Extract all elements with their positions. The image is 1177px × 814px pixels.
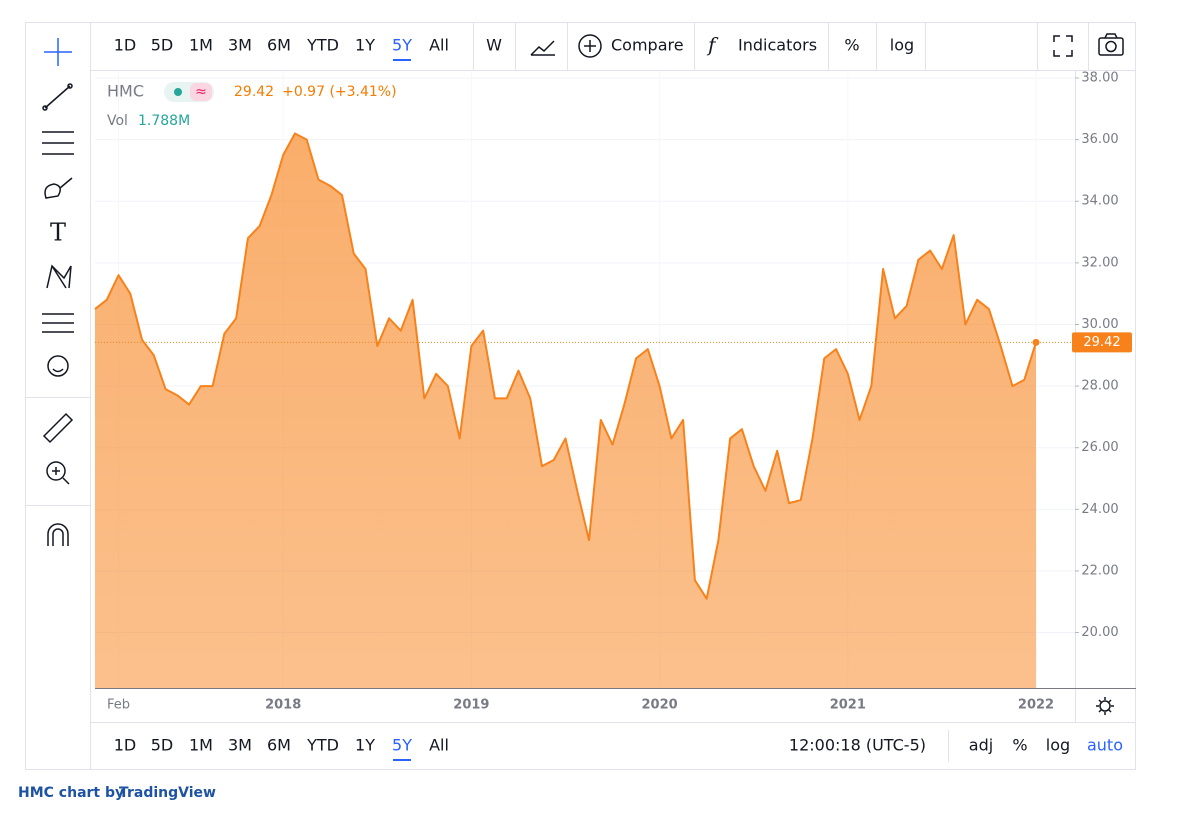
timeframe-button[interactable]: 3M <box>228 36 252 55</box>
plot <box>94 70 1075 688</box>
timeframe-button[interactable]: 1M <box>189 36 213 55</box>
fullscreen-button[interactable] <box>1053 35 1073 57</box>
active-underline <box>393 59 411 61</box>
timeframe-button[interactable]: 1Y <box>355 736 375 755</box>
timeframe-button[interactable]: 6M <box>267 736 291 755</box>
percent-toggle[interactable]: % <box>1012 736 1027 755</box>
timeframe-button[interactable]: 5Y <box>392 736 412 755</box>
prediction-tool[interactable] <box>42 313 74 333</box>
settings-button[interactable] <box>1096 697 1114 715</box>
timeframe-button[interactable]: 5D <box>151 736 174 755</box>
x-tick-label: 2020 <box>642 698 678 713</box>
x-tick-label: 2019 <box>453 698 489 713</box>
status-dot <box>174 88 182 96</box>
snapshot-button[interactable] <box>1098 33 1124 56</box>
timeframe-button[interactable]: 3M <box>228 736 252 755</box>
interval-button[interactable]: W <box>486 36 502 55</box>
delay-badge <box>190 83 212 101</box>
x-tick-label: 2021 <box>830 698 866 713</box>
drawing-toolbar: T <box>25 22 91 770</box>
y-tick-label: 26.00 <box>1081 440 1118 455</box>
log-toggle[interactable]: log <box>1046 736 1070 755</box>
fib-tool[interactable] <box>42 131 74 155</box>
magnet-tool[interactable] <box>47 523 69 546</box>
volume-label: Vol <box>107 113 128 129</box>
y-tick-label: 24.00 <box>1081 502 1118 517</box>
y-tick-label: 30.00 <box>1081 317 1118 332</box>
crosshair-tool[interactable] <box>44 38 72 66</box>
x-tick-label: 2018 <box>265 698 301 713</box>
indicators-button[interactable]: Indicators <box>738 36 817 55</box>
timeframe-button[interactable]: 5Y <box>392 36 412 55</box>
text-tool[interactable]: T <box>50 219 66 247</box>
last-point <box>1032 338 1040 346</box>
x-tick-label: 2022 <box>1018 698 1054 713</box>
compare-icon <box>578 34 602 58</box>
timeframe-button[interactable]: All <box>429 736 449 755</box>
zoom-tool[interactable] <box>46 461 70 485</box>
timeframe-button[interactable]: 1Y <box>355 36 375 55</box>
y-tick-label: 28.00 <box>1081 379 1118 394</box>
timeframe-button[interactable]: 1D <box>114 736 137 755</box>
active-underline <box>393 759 411 761</box>
symbol: HMC <box>107 82 144 101</box>
timeframe-button[interactable]: 1D <box>114 36 137 55</box>
chart-style-button[interactable] <box>530 40 555 56</box>
percent-button[interactable]: % <box>844 36 859 55</box>
y-tick-label: 32.00 <box>1081 255 1118 270</box>
volume-value: 1.788M <box>138 113 190 129</box>
timeframe-button[interactable]: 6M <box>267 36 291 55</box>
brush-tool[interactable] <box>44 177 73 199</box>
price-line <box>94 132 1037 600</box>
legend-price: 29.42 <box>234 84 274 100</box>
trendline-tool[interactable] <box>42 83 73 111</box>
ruler-tool[interactable] <box>42 412 74 444</box>
y-tick-label: 34.00 <box>1081 194 1118 209</box>
adj-button[interactable]: adj <box>969 736 993 755</box>
clock: 12:00:18 (UTC-5) <box>789 736 926 755</box>
compare-button[interactable]: Compare <box>611 36 684 55</box>
price-tag-label: 29.42 <box>1083 335 1120 350</box>
delay-icon: ≈ <box>195 84 207 100</box>
footer-text: HMC chart by <box>18 785 124 801</box>
area-fill <box>95 133 1036 688</box>
y-tick-label: 38.00 <box>1081 71 1118 86</box>
pattern-tool[interactable] <box>46 264 72 289</box>
log-button[interactable]: log <box>890 36 914 55</box>
y-tick-label: 22.00 <box>1081 563 1118 578</box>
legend-change: +0.97 (+3.41%) <box>282 84 396 100</box>
emoji-tool[interactable] <box>47 355 69 377</box>
timeframe-button[interactable]: 1M <box>189 736 213 755</box>
timeframe-button[interactable]: All <box>429 36 449 55</box>
timeframe-button[interactable]: YTD <box>306 36 339 55</box>
x-tick-label: Feb <box>107 698 130 713</box>
y-tick-label: 36.00 <box>1081 132 1118 147</box>
auto-toggle[interactable]: auto <box>1087 736 1123 755</box>
price-tag <box>1072 332 1132 353</box>
y-tick-label: 20.00 <box>1081 625 1118 640</box>
timeframe-button[interactable]: YTD <box>306 736 339 755</box>
timeframe-button[interactable]: 5D <box>151 36 174 55</box>
footer-brand[interactable]: TradingView <box>119 785 216 801</box>
